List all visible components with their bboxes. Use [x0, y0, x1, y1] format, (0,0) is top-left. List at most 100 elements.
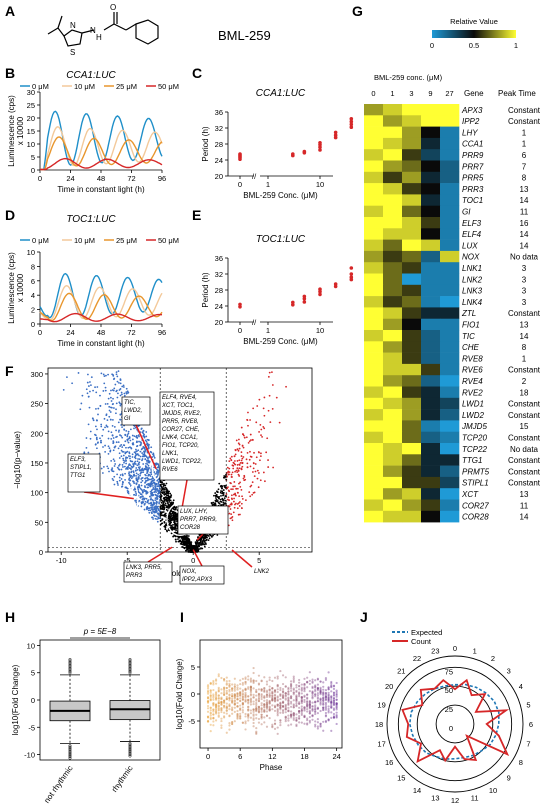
gene-label: PRR7	[462, 162, 484, 171]
volcano-point	[249, 455, 252, 458]
gene-label: LUX	[462, 241, 478, 250]
heatmap-cell	[421, 284, 441, 297]
phase-point	[214, 697, 218, 700]
phase-point	[236, 697, 239, 701]
phase-point	[206, 715, 210, 718]
volcano-point	[228, 467, 231, 470]
phase-point	[228, 684, 231, 687]
heatmap-cell	[364, 171, 384, 184]
volcano-point	[131, 456, 134, 458]
gene-label: LNK3	[462, 287, 483, 296]
volcano-point	[150, 478, 152, 481]
heatmap-cell	[440, 375, 460, 387]
phase-point	[247, 719, 250, 722]
phase-point	[247, 678, 250, 681]
volcano-point	[118, 479, 121, 482]
phase-point	[247, 708, 250, 711]
volcano-point	[214, 500, 217, 503]
volcano-point	[223, 497, 226, 500]
heatmap-cell	[440, 228, 460, 240]
phase-point	[233, 720, 236, 723]
phase-point	[257, 705, 261, 708]
phase-point	[265, 689, 269, 692]
heatmap-cell	[364, 341, 384, 353]
phase-point	[314, 710, 317, 713]
phase-point	[209, 717, 212, 721]
phase-point	[233, 694, 236, 697]
angular-tick-label: 5	[526, 700, 530, 709]
phase-point	[279, 724, 282, 727]
volcano-point	[121, 483, 124, 486]
phase-point	[233, 700, 236, 703]
heatmap-cell	[364, 262, 384, 274]
volcano-point	[173, 517, 176, 520]
phase-point	[247, 699, 250, 702]
volcano-point	[150, 451, 153, 454]
volcano-point	[233, 497, 235, 500]
volcano-point	[231, 519, 234, 522]
y-tick-label: 5	[31, 153, 35, 162]
volcano-point	[104, 403, 107, 405]
volcano-point	[140, 428, 143, 430]
volcano-point	[117, 484, 119, 486]
phase-point	[247, 701, 250, 704]
volcano-point	[179, 540, 182, 543]
phase-point	[228, 728, 231, 731]
phase-point	[263, 716, 266, 719]
phase-point	[287, 697, 290, 700]
phase-point	[263, 687, 266, 690]
category-label: not rhythmic	[42, 764, 74, 805]
phase-point	[255, 690, 258, 694]
volcano-point	[154, 483, 157, 486]
annotation-label: GI	[124, 416, 131, 422]
volcano-point	[265, 451, 268, 454]
volcano-point	[237, 470, 240, 472]
volcano-point	[111, 478, 114, 480]
volcano-point	[100, 441, 102, 444]
phase-point	[271, 687, 274, 690]
heatmap-cell	[364, 420, 384, 432]
volcano-point	[160, 507, 163, 510]
volcano-point	[89, 390, 91, 393]
volcano-point	[81, 394, 84, 397]
volcano-point	[152, 506, 154, 509]
volcano-point	[89, 437, 92, 440]
phase-point	[324, 720, 328, 724]
heatmap-cell	[440, 465, 460, 478]
volcano-point	[143, 485, 146, 487]
heatmap-cell	[440, 126, 460, 139]
volcano-point	[154, 499, 157, 502]
volcano-point	[264, 480, 266, 483]
heatmap-cell	[383, 488, 403, 500]
phase-point	[319, 686, 322, 689]
heatmap-cell	[364, 352, 384, 365]
volcano-point	[95, 437, 98, 440]
phase-point	[212, 708, 215, 711]
phase-point	[223, 693, 226, 696]
volcano-point	[247, 424, 249, 427]
phase-point	[287, 710, 290, 713]
phase-point	[244, 682, 247, 685]
phase-point	[263, 690, 266, 693]
y-tick-label: 30	[27, 88, 35, 97]
heatmap-cell	[383, 284, 403, 297]
phase-point	[260, 710, 263, 713]
volcano-point	[268, 371, 271, 374]
nh-atom-label: N	[90, 26, 96, 35]
legend-label-1: 10 μM	[74, 236, 95, 245]
heatmap-cell	[421, 409, 441, 421]
volcano-point	[228, 460, 231, 463]
volcano-point	[100, 439, 102, 442]
volcano-point	[275, 396, 278, 399]
phase-point	[223, 704, 226, 707]
phase-point	[212, 679, 215, 683]
outlier	[128, 750, 132, 754]
phase-point	[241, 698, 244, 701]
volcano-point	[238, 482, 240, 485]
heatmap-cell	[440, 510, 460, 523]
phase-point	[212, 716, 215, 719]
volcano-point	[259, 424, 262, 426]
outlier	[128, 662, 132, 666]
phase-point	[214, 707, 218, 710]
volcano-point	[246, 418, 249, 421]
